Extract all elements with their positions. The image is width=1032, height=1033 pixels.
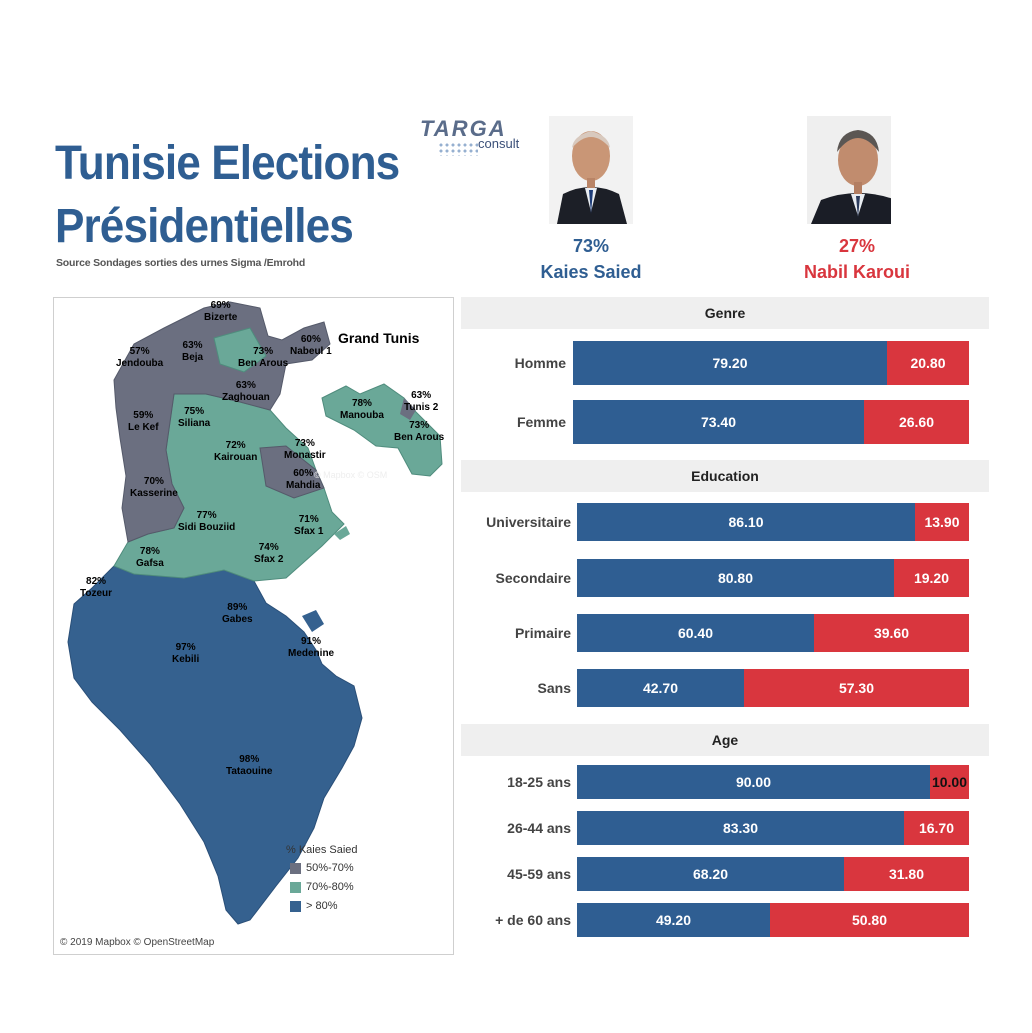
map-label-gafsa: 78% Gafsa xyxy=(136,546,164,569)
legend-swatch xyxy=(290,881,301,893)
region-south xyxy=(67,565,363,925)
map-attribution-inline: © Mapbox © OSM xyxy=(314,470,388,480)
bar-nabil-karoui: 16.70 xyxy=(904,811,969,845)
inset-label-ben-arous: 73% Ben Arous xyxy=(394,420,445,443)
map-label-jendouba: 57% Jendouba xyxy=(116,346,164,369)
map-copyright: © 2019 Mapbox © OpenStreetMap xyxy=(60,937,215,948)
bar-kaies-saied: 68.20 xyxy=(577,857,844,891)
map-label-siliana: 75% Siliana xyxy=(178,406,211,429)
map-label-nabeul: 60% Nabeul 1 xyxy=(290,334,332,357)
map-label-beja: 63% Beja xyxy=(182,340,204,363)
row-label: 26-44 ans xyxy=(507,820,571,836)
bar-nabil-karoui: 57.30 xyxy=(744,669,969,707)
map-label-mahdia: 60% Mahdia xyxy=(286,468,321,491)
targa-logo: TARGA consult xyxy=(420,116,535,160)
page-title-line2: Présidentielles xyxy=(55,200,354,253)
bar-kaies-saied: 90.00 xyxy=(577,765,930,799)
bar-kaies-saied: 49.20 xyxy=(577,903,770,937)
tunisia-map xyxy=(67,301,443,925)
map-label-sfax2: 74% Sfax 2 xyxy=(254,542,284,565)
bar-nabil-karoui: 10.00 xyxy=(930,765,969,799)
row-label: Universitaire xyxy=(486,514,571,530)
logo-dots-icon xyxy=(438,142,478,156)
map-label-sfax1: 71% Sfax 1 xyxy=(294,514,324,537)
map-label-kairouan: 72% Kairouan xyxy=(214,440,258,463)
bar-kaies-saied: 73.40 xyxy=(573,400,864,444)
logo-main-text: TARGA xyxy=(420,116,507,141)
map-panel: 69% Bizerte 57% Jendouba 63% Beja 73% Ben Ar… xyxy=(53,297,454,955)
bar-kaies-saied: 60.40 xyxy=(577,614,814,652)
legend-item-1: 50%-70% xyxy=(290,862,354,874)
map-label-zaghouan: 63% Zaghouan xyxy=(222,380,270,403)
candidate-photo-saied xyxy=(549,116,633,224)
section-header-genre: Genre xyxy=(461,297,989,329)
region-north xyxy=(113,301,331,543)
inset-label-manouba: 78% Manouba xyxy=(340,398,384,421)
row-label: Primaire xyxy=(514,625,571,641)
map-label-le-kef: 59% Le Kef xyxy=(128,410,159,433)
inset-title: Grand Tunis xyxy=(338,330,420,346)
bar-nabil-karoui: 31.80 xyxy=(844,857,969,891)
map-label-medenine: 91% Medenine xyxy=(288,636,335,659)
map-label-bizerte: 69% Bizerte xyxy=(204,300,238,323)
map-label-kebili: 97% Kebili xyxy=(172,642,200,665)
legend-item-3: > 80% xyxy=(290,900,338,912)
candidate-photo-karoui xyxy=(807,116,891,224)
map-label-monastir: 73% Monastir xyxy=(284,438,326,461)
bar-kaies-saied: 42.70 xyxy=(577,669,744,707)
candidate-name-karoui: Nabil Karoui xyxy=(803,262,910,282)
candidate-name-saied: Kaies Saied xyxy=(540,262,642,282)
page-title-line1: Tunisie Elections xyxy=(55,137,400,190)
bar-nabil-karoui: 50.80 xyxy=(770,903,969,937)
source-caption: Source Sondages sorties des urnes Sigma … xyxy=(56,257,306,269)
bar-kaies-saied: 86.10 xyxy=(577,503,915,541)
map-label-sidi-bouzid: 77% Sidi Bouziid xyxy=(178,510,236,533)
row-label: Sans xyxy=(537,680,571,696)
map-label-ben-arous: 73% Ben Arous xyxy=(238,346,289,369)
map-label-gabes: 89% Gabes xyxy=(222,602,253,625)
section-header-education: Education xyxy=(461,460,989,492)
bar-kaies-saied: 80.80 xyxy=(577,559,894,597)
bar-kaies-saied: 79.20 xyxy=(573,341,887,385)
row-label: Secondaire xyxy=(495,570,571,586)
row-label: + de 60 ans xyxy=(495,912,571,928)
bar-nabil-karoui: 26.60 xyxy=(864,400,969,444)
map-label-tozeur: 82% Tozeur xyxy=(80,576,113,599)
section-header-age: Age xyxy=(461,724,989,756)
bar-nabil-karoui: 13.90 xyxy=(915,503,969,541)
grand-tunis-inset xyxy=(321,383,443,477)
bar-nabil-karoui: 19.20 xyxy=(894,559,969,597)
inset-label-tunis2: 63% Tunis 2 xyxy=(404,390,439,413)
bar-nabil-karoui: 20.80 xyxy=(887,341,969,385)
legend-swatch xyxy=(290,862,301,874)
bar-kaies-saied: 83.30 xyxy=(577,811,904,845)
legend-item-2: 70%-80% xyxy=(290,881,354,893)
row-label: Homme xyxy=(514,355,566,371)
row-label: 45-59 ans xyxy=(507,866,571,882)
candidate-pct-saied: 73% xyxy=(572,236,610,256)
legend-title: % Kaies Saied xyxy=(286,844,358,856)
legend-swatch xyxy=(290,900,301,912)
map-label-tataouine: 98% Tataouine xyxy=(226,754,273,777)
bar-nabil-karoui: 39.60 xyxy=(814,614,969,652)
candidate-pct-karoui: 27% xyxy=(838,236,876,256)
logo-sub-text: consult xyxy=(478,136,520,151)
map-label-kasserine: 70% Kasserine xyxy=(130,476,178,499)
row-label: 18-25 ans xyxy=(507,774,571,790)
row-label: Femme xyxy=(516,414,566,430)
